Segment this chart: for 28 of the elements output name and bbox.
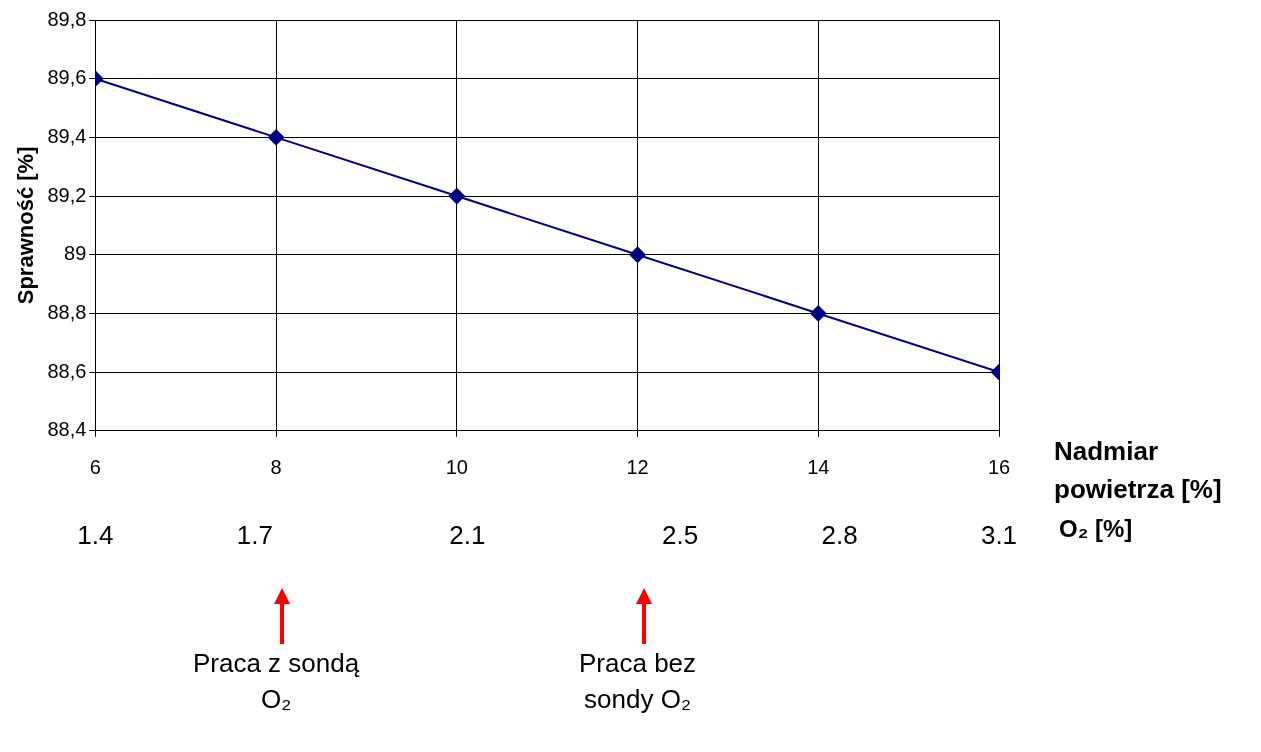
point	[629, 246, 646, 263]
y-tick-label: 88,6	[47, 359, 87, 382]
y-tick-label: 89,4	[47, 124, 87, 147]
x2-tick-label: 1.7	[236, 519, 273, 550]
y-tick-label: 89,6	[47, 66, 87, 89]
y-tick-label: 89,2	[47, 183, 87, 206]
y-axis-title: Sprawność [%]	[13, 146, 39, 305]
text: Praca z sondą O₂	[192, 648, 360, 715]
x-tick-label: 8	[270, 456, 282, 479]
x2-tick-label: 2.5	[661, 519, 699, 550]
x-tick-label: 16	[987, 456, 1011, 479]
x2-tick-label: 2.1	[449, 519, 486, 550]
x-axis-title: Nadmiar powietrza [%]	[1054, 435, 1222, 504]
x2-axis-title: O₂ [%]	[1059, 515, 1133, 543]
x2-tick-label: 2.8	[821, 519, 858, 550]
x-tick-label: 12	[626, 456, 649, 479]
x-tick-label: 6	[89, 456, 101, 479]
point	[448, 188, 465, 205]
x2-tick-label: 3.1	[980, 519, 1018, 550]
x2-tick-label: 1.4	[77, 519, 114, 550]
y-tick-label: 88,4	[47, 418, 87, 441]
x-tick-label: 14	[807, 456, 830, 479]
text: Praca bez sondy O₂	[578, 648, 697, 715]
point	[268, 129, 285, 146]
y-tick-label: 89	[64, 242, 87, 265]
y-tick-label: 89,8	[47, 7, 87, 30]
y-tick-label: 88,8	[47, 300, 87, 323]
x-tick-label: 10	[445, 456, 468, 479]
